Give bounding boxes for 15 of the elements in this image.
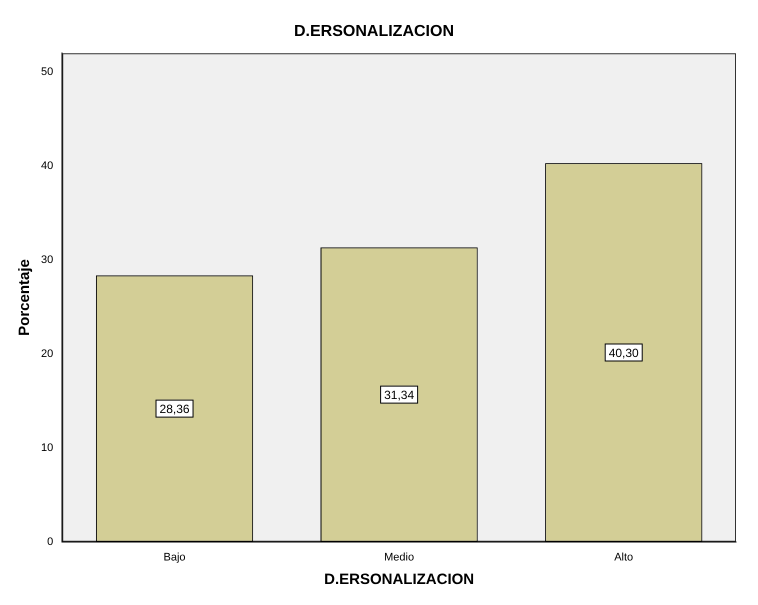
y-tick-label: 50 (40, 66, 54, 78)
y-tick-label: 10 (40, 442, 54, 454)
y-tick-label: 20 (40, 348, 54, 360)
x-tick-label: Medio (384, 551, 414, 564)
y-tick-label: 30 (40, 254, 54, 266)
chart-title: D.ERSONALIZACION (294, 23, 454, 40)
data-label: 31,34 (384, 388, 414, 402)
y-tick-label: 0 (47, 536, 54, 548)
x-tick-label: Alto (614, 551, 634, 564)
y-axis-title: Porcentaje (16, 259, 34, 336)
x-tick-label: Bajo (164, 551, 186, 564)
data-label: 40,30 (608, 346, 640, 360)
data-label: 28,36 (160, 402, 190, 416)
y-tick-label: 40 (40, 160, 54, 172)
x-axis-title: D.ERSONALIZACION (324, 571, 474, 588)
